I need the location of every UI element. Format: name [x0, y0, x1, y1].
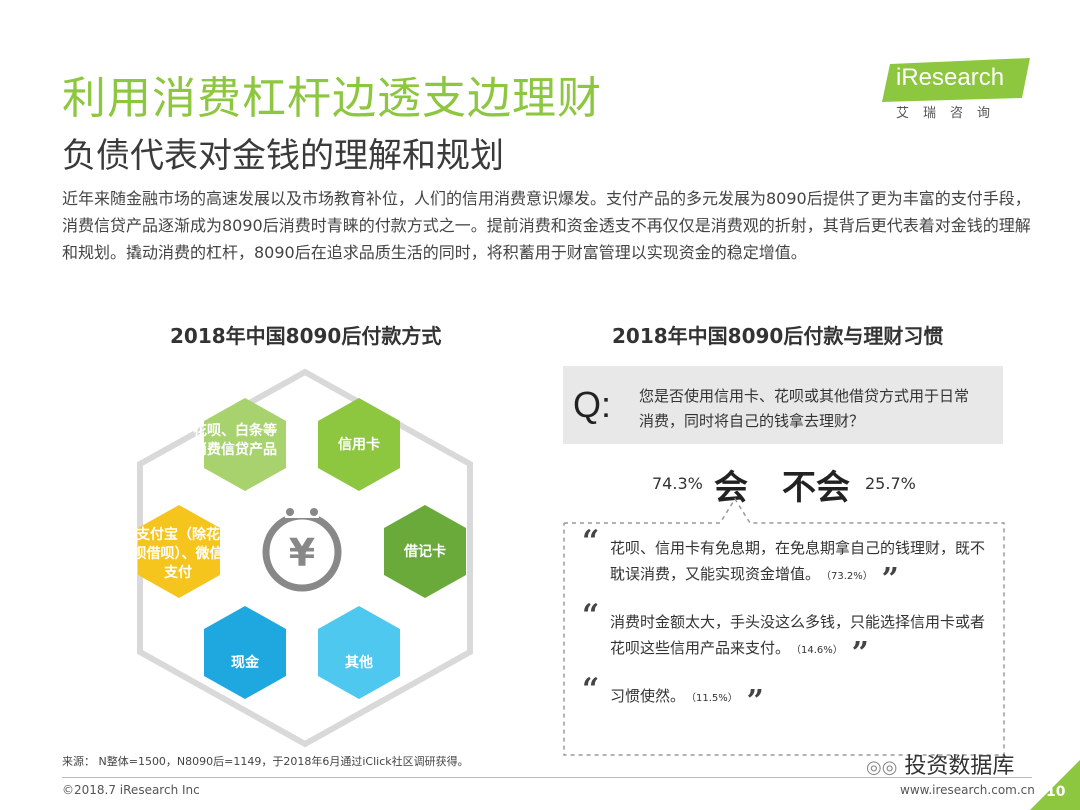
hex-credit-products — [204, 398, 286, 491]
page-corner-triangle — [1030, 760, 1080, 810]
question-box: Q: 您是否使用信用卡、花呗或其他借贷方式用于日常消费，同时将自己的钱拿去理财？ — [563, 366, 1003, 444]
question-mark: Q: — [573, 384, 612, 425]
copyright: ©2018.7 iResearch Inc — [62, 783, 200, 797]
hex-label-alipay-wechat: 支付宝（除花呗借呗）、微信支付 — [132, 527, 224, 581]
question-text: 您是否使用信用卡、花呗或其他借贷方式用于日常消费，同时将自己的钱拿去理财？ — [639, 387, 970, 430]
page-subtitle: 负债代表对金钱的理解和规划 — [62, 136, 504, 176]
quote-pct: （14.6%） — [796, 645, 843, 656]
open-quote-icon: “ — [582, 524, 600, 559]
quote-text: 消费时金额太大，手头没这么多钱，只能选择信用卡或者花呗这些信用产品来支付。 — [610, 613, 986, 657]
hex-label-credit-products: 花呗、白条等消费信贷产品 — [193, 423, 277, 458]
payment-methods-diagram: ¥ 花呗、白条等消费信贷产品 信用卡 借记卡 其他 现金 支付宝（除花呗借呗）、… — [110, 368, 500, 748]
quote-item: “ 习惯使然。 （11.5%） ” — [582, 675, 992, 717]
footer-divider — [62, 777, 1032, 778]
source-note: 来源： N整体=1500，N8090后=1149，于2018年6月通过iClic… — [62, 755, 469, 768]
quotes-list: “ 花呗、信用卡有免息期，在免息期拿自己的钱理财，既不耽误消费，又能实现资金增值… — [582, 527, 992, 731]
close-quote-icon: ” — [746, 684, 764, 719]
wechat-watermark: ◎◎ 投资数据库 — [866, 748, 1014, 780]
website-link[interactable]: www.iresearch.com.cn — [900, 783, 1035, 797]
quote-text: 花呗、信用卡有免息期，在免息期拿自己的钱理财，既不耽误消费，又能实现资金增值。 — [610, 539, 986, 583]
no-label: 不会 — [782, 468, 850, 508]
close-quote-icon: ” — [851, 636, 869, 671]
quote-item: “ 消费时金额太大，手头没这么多钱，只能选择信用卡或者花呗这些信用产品来支付。（… — [582, 601, 992, 669]
hex-debit-card — [384, 505, 466, 598]
quotes-dashed-box — [563, 497, 1005, 756]
close-quote-icon: ” — [881, 562, 899, 597]
open-quote-icon: “ — [582, 598, 600, 633]
yuan-icon: ¥ — [262, 508, 342, 592]
page-title: 利用消费杠杆边透支边理财 — [62, 73, 602, 124]
hex-other — [318, 606, 400, 699]
hex-label-credit-card: 信用卡 — [338, 437, 380, 453]
hex-alipay-wechat — [138, 505, 220, 598]
wechat-account: 投资数据库 — [904, 754, 1015, 779]
hex-credit-card — [318, 398, 400, 491]
quote-pct: （11.5%） — [691, 693, 738, 704]
wechat-icon: ◎◎ — [866, 757, 898, 778]
logo-brand: iResearch — [896, 64, 1005, 91]
iresearch-logo: iResearch 艾瑞咨询 — [882, 58, 1032, 124]
open-quote-icon: “ — [582, 672, 600, 707]
left-section-title: 2018年中国8090后付款方式 — [170, 324, 442, 348]
svg-text:¥: ¥ — [289, 531, 315, 575]
page-number: 10 — [1046, 784, 1066, 800]
hex-label-cash: 现金 — [231, 655, 259, 671]
hex-label-other: 其他 — [345, 655, 373, 671]
no-percentage: 25.7% — [865, 474, 916, 493]
intro-paragraph: 近年来随金融市场的高速发展以及市场教育补位，人们的信用消费意识爆发。支付产品的多… — [62, 189, 1031, 262]
yes-label: 会 — [714, 468, 748, 508]
right-section-title: 2018年中国8090后付款与理财习惯 — [612, 324, 944, 348]
quote-text: 习惯使然。 — [610, 687, 686, 705]
quote-pct: （73.2%） — [826, 571, 873, 582]
hex-label-debit-card: 借记卡 — [404, 544, 446, 560]
hex-cash — [204, 606, 286, 699]
quote-item: “ 花呗、信用卡有免息期，在免息期拿自己的钱理财，既不耽误消费，又能实现资金增值… — [582, 527, 992, 595]
yes-percentage: 74.3% — [652, 474, 703, 493]
logo-cn: 艾瑞咨询 — [896, 106, 1005, 121]
